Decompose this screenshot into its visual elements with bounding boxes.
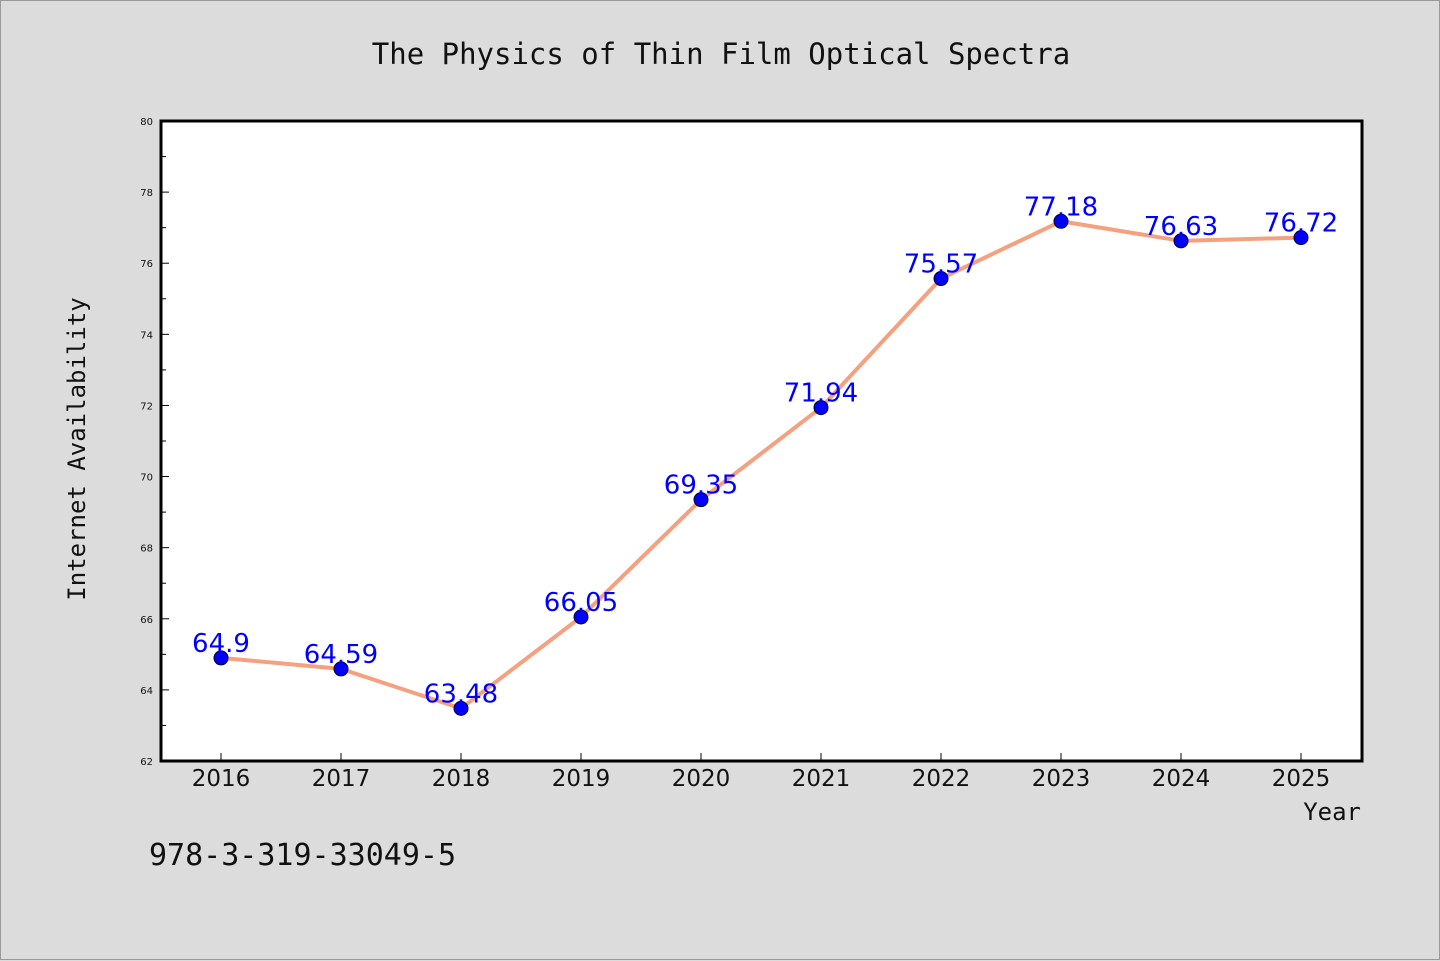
data-label: 66.05 [544,588,618,618]
y-tick-label: 70 [140,473,153,484]
plot-area [159,119,1364,763]
isbn-text: 978-3-319-33049-5 [149,838,456,873]
y-axis: 62 64 66 68 70 72 74 76 78 80 [140,117,169,768]
y-tick-label: 78 [140,188,153,199]
data-point [933,271,949,287]
y-tick-label: 66 [140,615,153,626]
series-line [219,219,1303,711]
data-point [573,609,589,625]
x-tick-label: 2018 [432,766,491,792]
data-point [1053,213,1069,229]
chart-title: The Physics of Thin Film Optical Spectra [372,37,1070,71]
y-tick-label: 72 [140,401,153,412]
y-tick-label: 80 [140,117,153,128]
data-label: 71.94 [784,379,858,409]
data-label: 76.72 [1264,209,1338,239]
data-point [213,650,229,666]
data-label: 64.9 [192,629,250,659]
x-axis: 2016 2017 2018 2019 2020 2021 2022 2023 2024 2025 [192,753,1331,792]
data-point [333,661,349,677]
y-tick-label: 76 [140,259,153,270]
y-tick-label: 68 [140,544,153,555]
data-label: 76.63 [1144,212,1218,242]
data-point [1293,230,1309,246]
x-tick-label: 2025 [1272,766,1331,792]
x-tick-label: 2022 [912,766,971,792]
data-label: 75.57 [904,250,978,280]
y-tick-label: 62 [140,757,153,768]
data-label: 63.48 [424,679,498,709]
x-tick-label: 2020 [672,766,731,792]
data-point [453,700,469,716]
data-point [1173,233,1189,249]
x-tick-label: 2023 [1032,766,1091,792]
y-tick-label: 74 [140,330,153,341]
x-tick-label: 2017 [312,766,371,792]
x-tick-label: 2024 [1152,766,1211,792]
data-point [693,492,709,508]
x-tick-label: 2016 [192,766,251,792]
data-point [813,400,829,416]
x-tick-label: 2019 [552,766,611,792]
series-layer: 64.9 64.59 63.48 66.05 69.35 71.94 75.57 77.18 7… [192,192,1338,716]
y-axis-label: Internet Availability [63,297,91,600]
x-axis-label: Year [1303,798,1361,826]
data-label: 64.59 [304,640,378,670]
data-label: 69.35 [664,471,738,501]
x-tick-label: 2021 [792,766,851,792]
y-tick-label: 64 [140,686,153,697]
data-label: 77.18 [1024,192,1098,222]
